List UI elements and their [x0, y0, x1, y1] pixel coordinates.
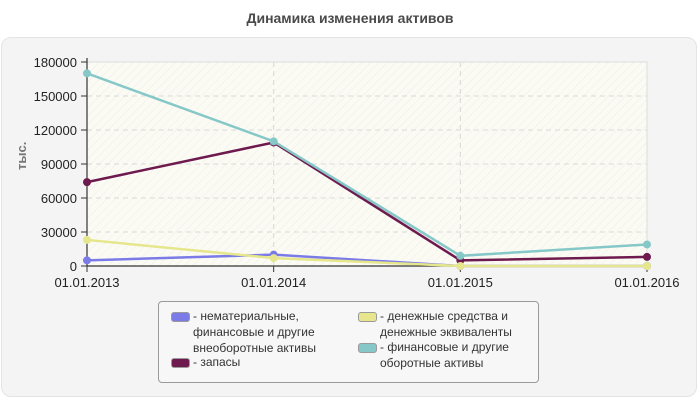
axes: 0 30000 60000 90000 120000 150000 180000 01.01.… [34, 55, 680, 290]
legend-label: - нематериальные, финансовые и другие вн… [193, 309, 316, 355]
y-tick-label: 60000 [41, 191, 77, 206]
y-tick-label: 180000 [34, 55, 77, 70]
data-point[interactable] [456, 251, 465, 260]
data-point[interactable] [643, 252, 651, 261]
series-line[interactable] [86, 141, 648, 262]
legend-item-current-assets[interactable]: - финансовые и другие оборотные активы [358, 339, 509, 371]
legend-item-inventory[interactable]: - запасы [171, 354, 240, 370]
y-tick-label: 30000 [41, 225, 77, 240]
data-point[interactable] [456, 262, 465, 270]
legend-swatch [171, 312, 190, 322]
legend-item-cash[interactable]: - денежные средства и денежные эквивален… [358, 308, 512, 340]
y-tick-label: 90000 [41, 157, 77, 172]
legend-swatch [171, 358, 190, 368]
x-tick-label: 01.01.2015 [428, 275, 493, 290]
legend-label: - запасы [193, 355, 241, 369]
x-tick-label: 01.01.2014 [241, 275, 306, 290]
x-tick-label: 01.01.2016 [614, 275, 679, 290]
data-point[interactable] [83, 256, 91, 265]
legend-swatch [358, 312, 377, 322]
y-axis-label: тыс. [14, 141, 29, 170]
y-tick-label: 0 [70, 259, 77, 274]
legend: - нематериальные, финансовые и другие вн… [158, 301, 539, 383]
x-tick-label: 01.01.2013 [54, 275, 119, 290]
data-point[interactable] [83, 69, 91, 78]
series-line[interactable] [86, 238, 647, 268]
chart-title: Динамика изменения активов [246, 10, 454, 26]
series-lines [83, 69, 651, 270]
y-tick-label: 120000 [34, 123, 77, 138]
data-point[interactable] [83, 235, 91, 244]
data-point[interactable] [643, 240, 651, 249]
data-point[interactable] [269, 254, 278, 263]
y-tick-label: 150000 [34, 89, 77, 104]
legend-label: - денежные средства и денежные эквивален… [380, 309, 512, 339]
legend-swatch [358, 343, 377, 353]
data-point[interactable] [643, 262, 651, 270]
series-line[interactable] [86, 72, 648, 258]
data-point[interactable] [83, 178, 91, 187]
legend-item-intangible-assets[interactable]: - нематериальные, финансовые и другие вн… [171, 308, 316, 356]
legend-label: - финансовые и другие оборотные активы [380, 340, 509, 370]
data-point[interactable] [269, 137, 278, 146]
